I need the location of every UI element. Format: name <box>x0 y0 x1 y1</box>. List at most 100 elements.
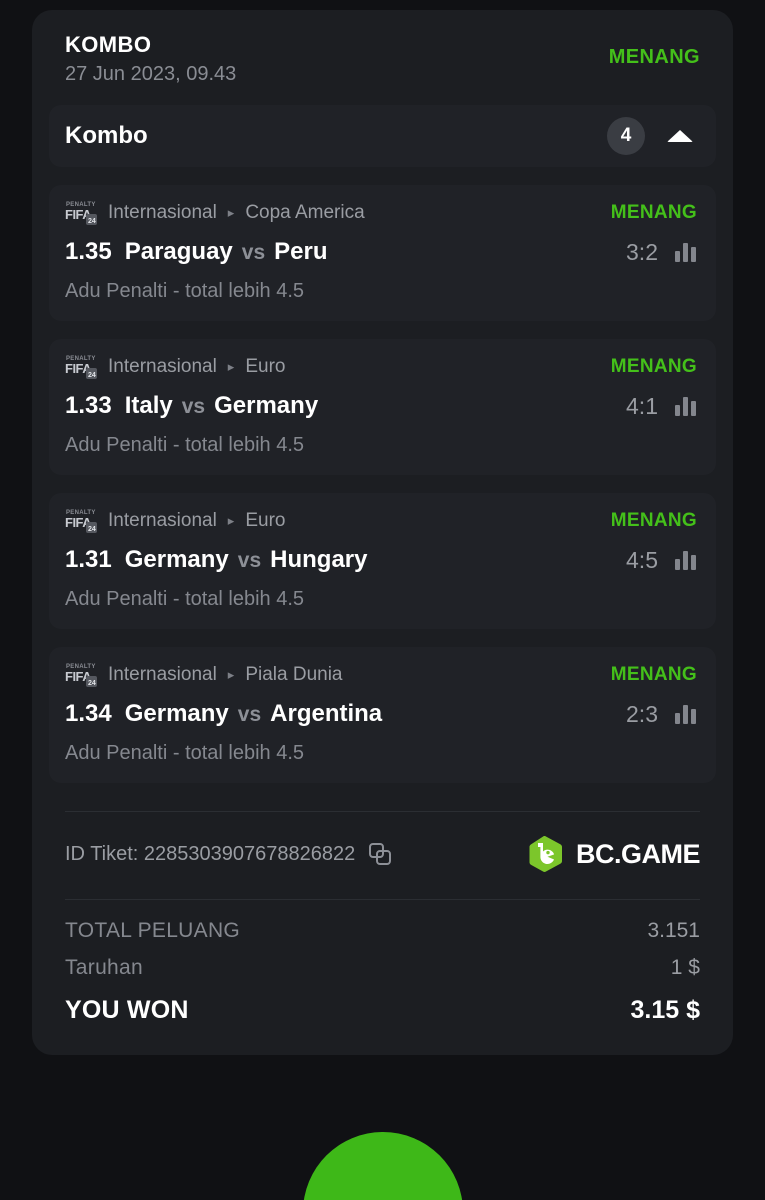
bet-row[interactable]: PENALTY FIFA 24 Internasional ▸ Piala Du… <box>49 647 716 784</box>
bet-away-team: Peru <box>274 238 328 266</box>
ticket-id-text: ID Tiket: 2285303907678826822 <box>65 842 356 865</box>
bet-match: 1.31 Germany vs Hungary <box>65 546 368 574</box>
bar-chart-icon[interactable] <box>675 704 697 725</box>
fifa-penalty-24-icon: PENALTY FIFA 24 <box>65 202 97 226</box>
bet-row-middle: 1.33 Italy vs Germany 4:1 <box>65 392 697 420</box>
card-header: KOMBO 27 Jun 2023, 09.43 MENANG <box>32 32 733 86</box>
bet-status-badge: MENANG <box>610 202 697 224</box>
bet-vs-label: vs <box>237 703 262 727</box>
svg-text:24: 24 <box>88 526 96 533</box>
bet-vs-label: vs <box>241 241 266 265</box>
winnings-row: YOU WON 3.15 $ <box>65 980 700 1055</box>
winnings-label: YOU WON <box>65 996 189 1025</box>
bar-chart-icon[interactable] <box>675 550 697 571</box>
bet-league-group: PENALTY FIFA 24 Internasional ▸ Euro <box>65 353 285 381</box>
footer-divider <box>65 811 700 813</box>
svg-text:PENALTY: PENALTY <box>66 202 96 208</box>
bet-status-badge: MENANG <box>610 356 697 378</box>
bet-away-team: Hungary <box>270 546 368 574</box>
bet-league-group: PENALTY FIFA 24 Internasional ▸ Copa Ame… <box>65 199 365 227</box>
bet-row[interactable]: PENALTY FIFA 24 Internasional ▸ Euro MEN… <box>49 493 716 630</box>
bet-competition: Copa America <box>245 202 365 224</box>
brand-logo: BC.GAME <box>528 835 701 873</box>
bet-category: Internasional <box>108 664 217 686</box>
bet-category: Internasional <box>108 202 217 224</box>
bet-odd: 1.34 <box>65 700 112 728</box>
svg-text:PENALTY: PENALTY <box>66 356 96 362</box>
bet-odd: 1.33 <box>65 392 112 420</box>
bet-home-team: Germany <box>124 546 229 574</box>
bet-competition: Piala Dunia <box>245 664 343 686</box>
totals-section: TOTAL PELUANG 3.151 Taruhan 1 $ YOU WON … <box>32 899 733 1055</box>
bet-row-right: 2:3 <box>626 701 697 728</box>
bar-chart-icon[interactable] <box>675 396 697 417</box>
bet-odd: 1.31 <box>65 546 112 574</box>
svg-text:FIFA: FIFA <box>65 669 92 684</box>
bet-home-team: Paraguay <box>124 238 233 266</box>
svg-text:FIFA: FIFA <box>65 361 92 376</box>
bet-market: Adu Penalti - total lebih 4.5 <box>65 742 305 765</box>
bc-game-logo-icon <box>529 836 562 873</box>
bet-competition: Euro <box>245 356 286 378</box>
ticket-status-badge: MENANG <box>608 46 700 68</box>
bet-home-team: Germany <box>124 700 229 728</box>
bet-category: Internasional <box>108 510 217 532</box>
total-odds-row: TOTAL PELUANG 3.151 <box>65 900 700 943</box>
bet-status-badge: MENANG <box>610 664 697 686</box>
bet-row[interactable]: PENALTY FIFA 24 Internasional ▸ Euro MEN… <box>49 339 716 476</box>
chevron-up-icon[interactable] <box>667 130 693 143</box>
bet-score: 4:5 <box>626 546 658 573</box>
kombo-label: Kombo <box>65 122 148 150</box>
bet-market: Adu Penalti - total lebih 4.5 <box>65 434 305 457</box>
bet-category: Internasional <box>108 356 217 378</box>
bet-away-team: Germany <box>214 392 319 420</box>
svg-text:24: 24 <box>88 372 96 379</box>
bet-vs-label: vs <box>237 549 262 573</box>
breadcrumb-separator-icon: ▸ <box>227 359 235 375</box>
fifa-penalty-24-icon: PENALTY FIFA 24 <box>65 510 97 534</box>
ticket-id-group[interactable]: ID Tiket: 2285303907678826822 <box>65 842 392 866</box>
bet-home-team: Italy <box>124 392 173 420</box>
total-odds-label: TOTAL PELUANG <box>65 919 241 943</box>
bet-row-top: PENALTY FIFA 24 Internasional ▸ Copa Ame… <box>65 199 697 227</box>
ticket-card: KOMBO 27 Jun 2023, 09.43 MENANG Kombo 4 … <box>32 10 733 1056</box>
bet-score: 3:2 <box>626 238 658 265</box>
svg-text:FIFA: FIFA <box>65 207 92 222</box>
bet-league-group: PENALTY FIFA 24 Internasional ▸ Euro <box>65 507 285 535</box>
fifa-penalty-24-icon: PENALTY FIFA 24 <box>65 664 97 688</box>
kombo-toggle-bar[interactable]: Kombo 4 <box>49 105 716 168</box>
svg-text:24: 24 <box>88 680 96 687</box>
bet-list: PENALTY FIFA 24 Internasional ▸ Copa Ame… <box>32 185 733 784</box>
bet-row[interactable]: PENALTY FIFA 24 Internasional ▸ Copa Ame… <box>49 185 716 322</box>
stake-value: 1 $ <box>670 956 700 980</box>
ticket-footer: ID Tiket: 2285303907678826822 BC.GAME <box>32 811 733 873</box>
bet-row-top: PENALTY FIFA 24 Internasional ▸ Euro MEN… <box>65 507 697 535</box>
bar-chart-icon[interactable] <box>675 242 697 263</box>
page-title: KOMBO <box>65 32 152 57</box>
brand-name: BC.GAME <box>576 838 701 869</box>
bet-row-middle: 1.35 Paraguay vs Peru 3:2 <box>65 238 697 266</box>
breadcrumb-separator-icon: ▸ <box>227 513 235 529</box>
bet-market: Adu Penalti - total lebih 4.5 <box>65 588 305 611</box>
bet-competition: Euro <box>245 510 286 532</box>
selection-count-badge: 4 <box>607 117 645 156</box>
copy-icon[interactable] <box>369 843 392 866</box>
bet-vs-label: vs <box>181 395 206 419</box>
breadcrumb-separator-icon: ▸ <box>227 205 235 221</box>
bet-match: 1.33 Italy vs Germany <box>65 392 318 420</box>
bet-row-right: 4:5 <box>626 547 697 574</box>
stake-row: Taruhan 1 $ <box>65 943 700 980</box>
bet-row-right: 4:1 <box>626 393 697 420</box>
header-left: KOMBO 27 Jun 2023, 09.43 <box>65 32 236 86</box>
svg-text:PENALTY: PENALTY <box>66 510 96 516</box>
bet-row-right: 3:2 <box>626 239 697 266</box>
bet-row-top: PENALTY FIFA 24 Internasional ▸ Euro MEN… <box>65 353 697 381</box>
fifa-penalty-24-icon: PENALTY FIFA 24 <box>65 356 97 380</box>
svg-text:FIFA: FIFA <box>65 515 92 530</box>
totals-divider <box>65 899 700 901</box>
bet-row-middle: 1.31 Germany vs Hungary 4:5 <box>65 546 697 574</box>
stake-label: Taruhan <box>65 956 143 980</box>
kombo-bar-right: 4 <box>607 117 697 156</box>
ticket-timestamp: 27 Jun 2023, 09.43 <box>65 63 237 86</box>
